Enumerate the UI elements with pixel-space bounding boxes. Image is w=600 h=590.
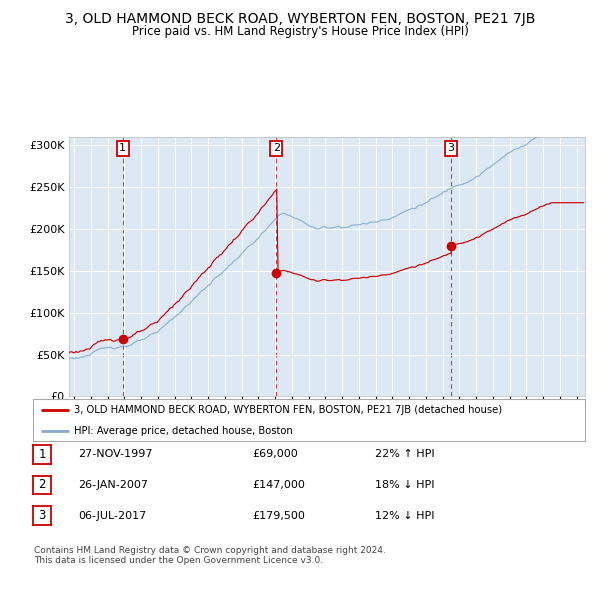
Text: 12% ↓ HPI: 12% ↓ HPI [375, 511, 434, 520]
Text: 2: 2 [38, 478, 46, 491]
Text: Price paid vs. HM Land Registry's House Price Index (HPI): Price paid vs. HM Land Registry's House … [131, 25, 469, 38]
Text: 3, OLD HAMMOND BECK ROAD, WYBERTON FEN, BOSTON, PE21 7JB: 3, OLD HAMMOND BECK ROAD, WYBERTON FEN, … [65, 12, 535, 26]
Text: £147,000: £147,000 [252, 480, 305, 490]
Text: 3: 3 [38, 509, 46, 522]
Text: £179,500: £179,500 [252, 511, 305, 520]
Text: 06-JUL-2017: 06-JUL-2017 [78, 511, 146, 520]
Text: 1: 1 [119, 143, 126, 153]
Text: 2: 2 [272, 143, 280, 153]
Text: £69,000: £69,000 [252, 450, 298, 459]
Text: 1: 1 [38, 448, 46, 461]
Text: 22% ↑ HPI: 22% ↑ HPI [375, 450, 434, 459]
Text: 27-NOV-1997: 27-NOV-1997 [78, 450, 152, 459]
Text: 26-JAN-2007: 26-JAN-2007 [78, 480, 148, 490]
Text: Contains HM Land Registry data © Crown copyright and database right 2024.
This d: Contains HM Land Registry data © Crown c… [34, 546, 386, 565]
Text: 3: 3 [448, 143, 455, 153]
Text: 18% ↓ HPI: 18% ↓ HPI [375, 480, 434, 490]
Text: 3, OLD HAMMOND BECK ROAD, WYBERTON FEN, BOSTON, PE21 7JB (detached house): 3, OLD HAMMOND BECK ROAD, WYBERTON FEN, … [74, 405, 503, 415]
Text: HPI: Average price, detached house, Boston: HPI: Average price, detached house, Bost… [74, 426, 293, 435]
